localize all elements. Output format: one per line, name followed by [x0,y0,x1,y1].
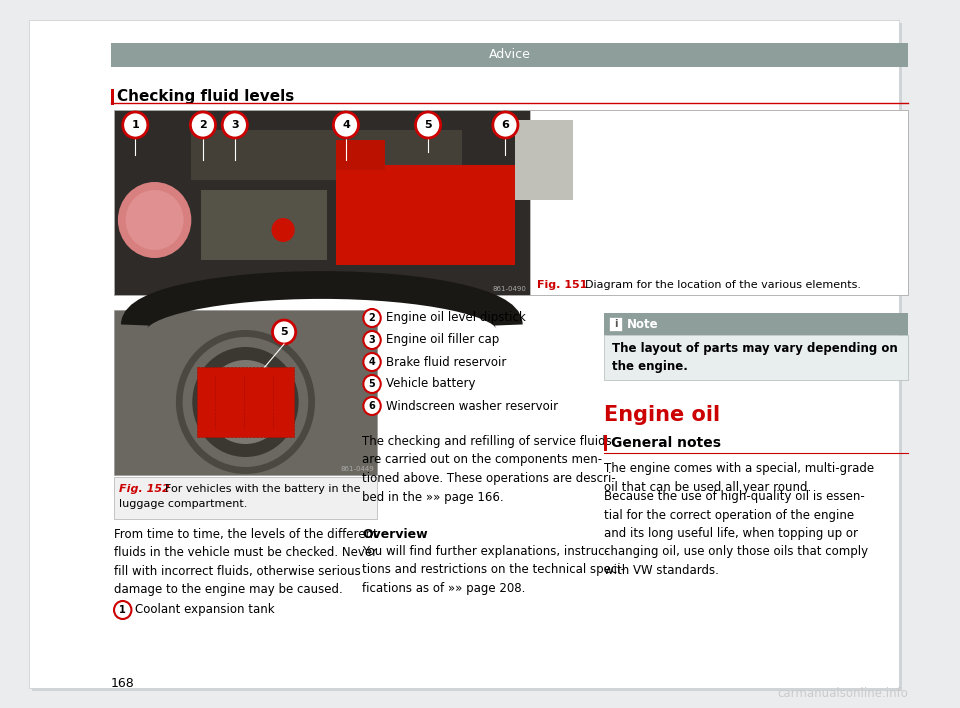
Text: General notes: General notes [611,436,721,450]
Text: 5: 5 [369,379,375,389]
Bar [336,140,385,170]
Text: 1: 1 [119,605,126,615]
Text: Fig. 151: Fig. 151 [538,280,588,290]
Circle shape [363,331,381,349]
Circle shape [363,397,381,415]
Text: Advice: Advice [489,49,531,62]
Bar [114,110,908,295]
Text: 168: 168 [111,677,134,690]
Bar [191,130,462,180]
Circle shape [223,112,248,138]
Bar [197,367,294,437]
Text: Checking fluid levels: Checking fluid levels [117,89,294,105]
Text: 1: 1 [132,120,139,130]
Circle shape [204,360,286,444]
Text: 6: 6 [501,120,510,130]
Text: 861-0490: 861-0490 [492,286,527,292]
Bar [114,477,377,519]
Circle shape [118,182,191,258]
Bar [201,190,326,260]
Circle shape [192,347,299,457]
Text: Overview: Overview [362,528,428,541]
Circle shape [273,320,296,344]
Text: i: i [613,319,617,329]
Text: 4: 4 [342,120,349,130]
Circle shape [416,112,441,138]
Text: The engine comes with a special, multi-grade
oil that can be used all year round: The engine comes with a special, multi-g… [604,462,875,493]
Circle shape [123,112,148,138]
Text: 5: 5 [424,120,432,130]
Bar [516,120,573,200]
Text: 861-0449: 861-0449 [340,466,374,472]
Text: Coolant expansion tank: Coolant expansion tank [135,603,275,617]
Bar [604,313,908,335]
Circle shape [182,337,308,467]
Bar [609,317,622,331]
Circle shape [363,375,381,393]
Bar [604,435,607,451]
Bar [604,335,908,380]
Bar [111,89,114,105]
Text: 5: 5 [280,327,288,337]
Circle shape [492,112,518,138]
Text: From time to time, the levels of the different
fluids in the vehicle must be che: From time to time, the levels of the dif… [114,528,378,597]
Text: 3: 3 [369,335,375,345]
Text: Note: Note [627,317,659,331]
Text: Brake fluid reservoir: Brake fluid reservoir [386,355,506,368]
Bar [111,43,908,67]
Text: luggage compartment.: luggage compartment. [119,499,248,509]
Text: Engine oil: Engine oil [604,405,720,425]
Bar [114,110,530,295]
Text: Because the use of high-quality oil is essen-
tial for the correct operation of : Because the use of high-quality oil is e… [604,490,868,577]
Text: For vehicles with the battery in the: For vehicles with the battery in the [157,484,360,494]
Circle shape [176,330,315,474]
Text: 6: 6 [369,401,375,411]
Text: Windscreen washer reservoir: Windscreen washer reservoir [386,399,558,413]
Text: Vehicle battery: Vehicle battery [386,377,475,391]
Circle shape [126,190,183,250]
Text: 3: 3 [231,120,239,130]
Text: carmanualsonline.info: carmanualsonline.info [778,687,908,700]
Bar [114,310,377,475]
Text: The layout of parts may vary depending on
the engine.: The layout of parts may vary depending o… [612,342,898,373]
Text: 2: 2 [199,120,206,130]
Circle shape [190,112,215,138]
Text: 4: 4 [369,357,375,367]
Circle shape [114,601,132,619]
Text: 2: 2 [369,313,375,323]
Text: Engine oil filler cap: Engine oil filler cap [386,333,499,346]
Text: Diagram for the location of the various elements.: Diagram for the location of the various … [578,280,861,290]
Circle shape [272,218,295,242]
Text: You will find further explanations, instruc-
tions and restrictions on the techn: You will find further explanations, inst… [362,545,625,595]
Text: Fig. 152: Fig. 152 [119,484,170,494]
Text: Engine oil level dipstick: Engine oil level dipstick [386,312,525,324]
Circle shape [333,112,358,138]
Circle shape [363,309,381,327]
Circle shape [363,353,381,371]
Bar [336,165,516,265]
Circle shape [218,374,273,430]
Text: The checking and refilling of service fluids
are carried out on the components m: The checking and refilling of service fl… [362,435,616,503]
Bar [530,110,908,295]
